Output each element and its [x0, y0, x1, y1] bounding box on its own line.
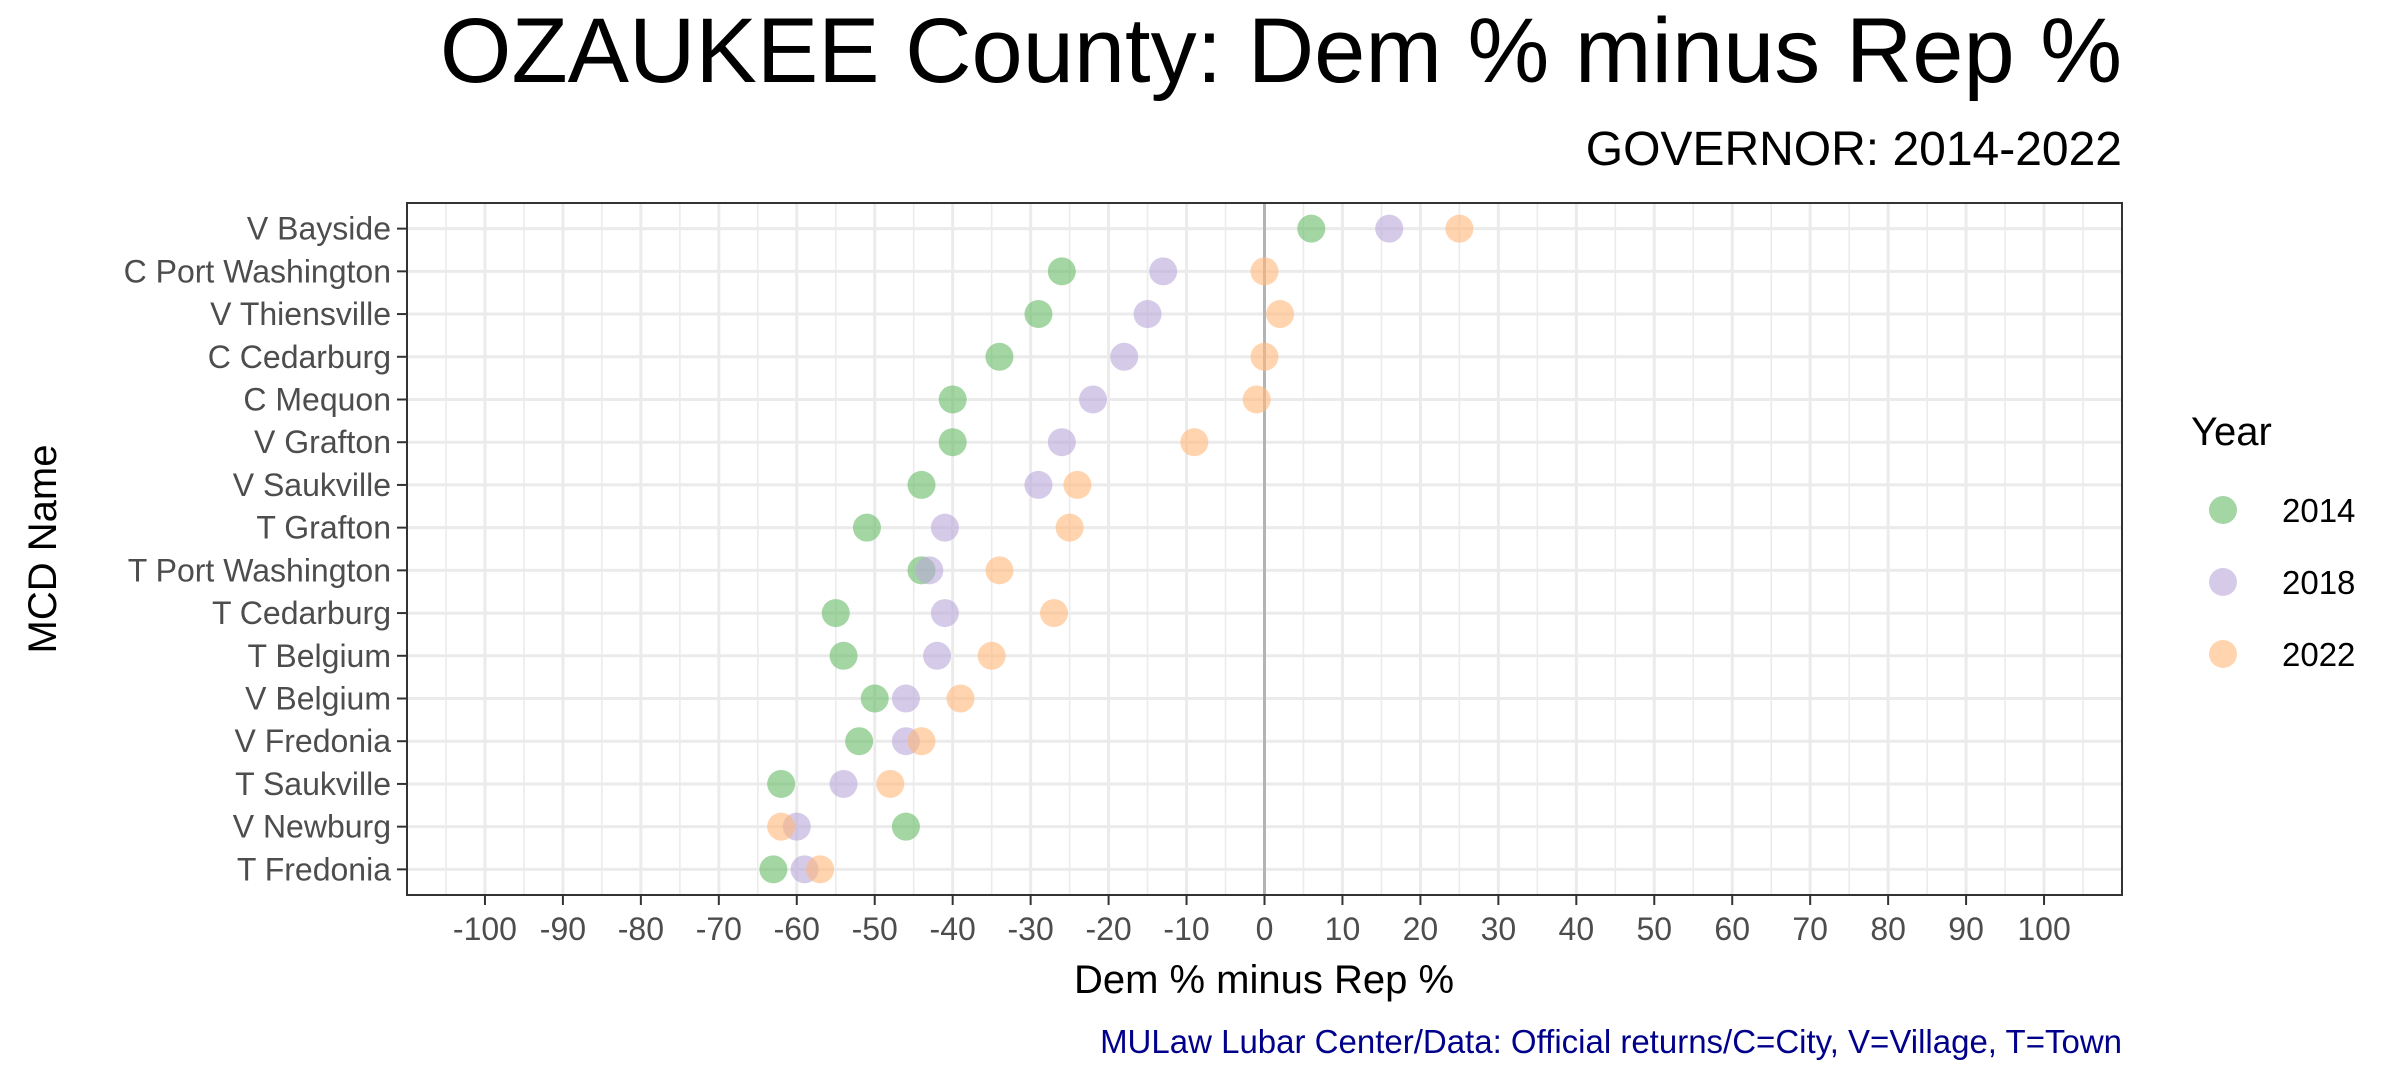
x-tick-label: 80	[1870, 911, 1906, 947]
y-tick-label: T Saukville	[235, 766, 391, 802]
y-tick-label: V Grafton	[254, 424, 391, 460]
point-2014	[759, 855, 788, 884]
point-2022	[985, 556, 1014, 585]
point-2022	[876, 769, 905, 798]
point-2014	[1047, 257, 1076, 286]
point-2022	[1180, 428, 1209, 457]
x-tick-label: 10	[1325, 911, 1361, 947]
legend-label-2022: 2022	[2282, 636, 2355, 673]
y-tick-label: V Fredonia	[234, 723, 391, 759]
point-2018	[1149, 257, 1178, 286]
legend: Year 2014 2018 2022	[2191, 410, 2355, 673]
point-2022	[1063, 470, 1092, 499]
x-tick-label: -90	[540, 911, 586, 947]
x-tick-label: -60	[774, 911, 820, 947]
x-tick-label: -70	[696, 911, 742, 947]
data-points	[759, 214, 1474, 884]
x-tick-label: -50	[852, 911, 898, 947]
point-2022	[907, 727, 936, 756]
point-2022	[1266, 300, 1295, 329]
x-tick-label: 20	[1403, 911, 1439, 947]
y-tick-label: V Thiensville	[210, 296, 391, 332]
x-axis: -100 -90 -80 -70 -60 -50 -40 -30 -20 -10 0 10 20 30 40…	[453, 895, 2071, 947]
point-2018	[930, 513, 959, 542]
legend-key-2018	[2209, 568, 2237, 596]
point-2014	[829, 641, 858, 670]
point-2022	[1242, 385, 1271, 414]
legend-label-2018: 2018	[2282, 564, 2355, 601]
chart-subtitle: GOVERNOR: 2014-2022	[1586, 123, 2122, 176]
point-2014	[907, 470, 936, 499]
y-tick-label: C Port Washington	[124, 253, 391, 289]
point-2014	[821, 599, 850, 628]
point-2022	[1250, 257, 1279, 286]
point-2014	[860, 684, 889, 713]
point-2014	[938, 385, 967, 414]
y-tick-label: T Port Washington	[128, 552, 391, 588]
legend-key-2022	[2209, 640, 2237, 668]
point-2014	[891, 812, 920, 841]
point-2018	[829, 769, 858, 798]
x-tick-label: 0	[1256, 911, 1274, 947]
y-tick-label: C Mequon	[243, 381, 391, 417]
chart-caption: MULaw Lubar Center/Data: Official return…	[1100, 1023, 2122, 1060]
chart-title: OZAUKEE County: Dem % minus Rep %	[440, 0, 2122, 102]
point-2018	[1024, 470, 1053, 499]
point-2014	[767, 769, 796, 798]
point-2014	[938, 428, 967, 457]
point-2018	[1110, 342, 1139, 371]
point-2018	[891, 684, 920, 713]
y-tick-label: V Belgium	[245, 681, 391, 717]
point-2014	[985, 342, 1014, 371]
y-tick-label: T Belgium	[248, 638, 391, 674]
point-2018	[1133, 300, 1162, 329]
y-tick-label: V Saukville	[233, 467, 391, 503]
y-tick-label: V Newburg	[233, 809, 391, 845]
point-2018	[1047, 428, 1076, 457]
x-tick-label: 50	[1636, 911, 1672, 947]
point-2022	[1445, 214, 1474, 243]
point-2022	[946, 684, 975, 713]
x-tick-label: 90	[1948, 911, 1984, 947]
y-tick-label: T Cedarburg	[212, 595, 391, 631]
x-tick-label: -30	[1008, 911, 1054, 947]
x-tick-label: 60	[1714, 911, 1750, 947]
legend-title: Year	[2191, 410, 2272, 454]
y-tick-label: C Cedarburg	[208, 339, 391, 375]
legend-label-2014: 2014	[2282, 492, 2355, 529]
y-tick-label: V Bayside	[247, 211, 391, 247]
x-tick-label: -80	[618, 911, 664, 947]
y-axis-title: MCD Name	[21, 445, 65, 654]
point-2018	[1375, 214, 1404, 243]
x-tick-label: -10	[1163, 911, 1209, 947]
y-axis: V Bayside C Port Washington V Thiensville C…	[124, 211, 407, 887]
x-tick-label: 40	[1559, 911, 1595, 947]
point-2022	[1040, 599, 1069, 628]
point-2018	[923, 641, 952, 670]
x-tick-label: 30	[1481, 911, 1517, 947]
point-2022	[806, 855, 835, 884]
point-2018	[930, 599, 959, 628]
legend-key-2014	[2209, 496, 2237, 524]
point-2022	[767, 812, 796, 841]
x-tick-label: 100	[2017, 911, 2070, 947]
point-2014	[852, 513, 881, 542]
x-tick-label: -40	[930, 911, 976, 947]
point-2022	[977, 641, 1006, 670]
x-axis-title: Dem % minus Rep %	[1074, 958, 1454, 1002]
x-tick-label: -100	[453, 911, 517, 947]
point-2014	[845, 727, 874, 756]
point-2018	[1079, 385, 1107, 414]
point-2022	[1250, 342, 1279, 371]
point-2014	[1024, 300, 1053, 329]
point-2014	[1297, 214, 1326, 243]
y-tick-label: T Grafton	[256, 510, 391, 546]
x-tick-label: -20	[1085, 911, 1131, 947]
point-2022	[1055, 513, 1084, 542]
point-2018	[915, 556, 944, 585]
y-tick-label: T Fredonia	[237, 851, 391, 887]
x-tick-label: 70	[1792, 911, 1828, 947]
